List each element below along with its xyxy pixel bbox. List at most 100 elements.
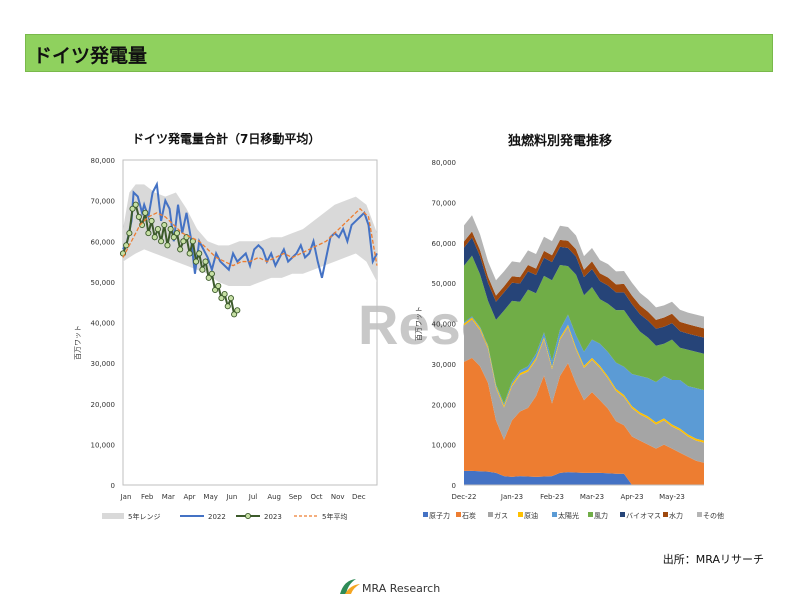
legend-label: 5年レンジ — [128, 512, 160, 521]
data-point-2023 — [173, 230, 181, 237]
y-tick-label: 40,000 — [91, 320, 116, 328]
y-tick-label: 10,000 — [91, 441, 116, 449]
x-tick-label: Nov — [331, 493, 345, 501]
y-tick-label: 80,000 — [91, 157, 116, 165]
x-tick-label: Oct — [310, 493, 322, 501]
data-point-2023 — [186, 250, 193, 257]
data-point-2023 — [227, 295, 234, 302]
data-point-2023 — [234, 307, 241, 314]
data-point-2023 — [135, 213, 142, 220]
data-point-2023 — [180, 238, 187, 245]
y-tick-label: 50,000 — [91, 279, 116, 287]
data-point-2023 — [154, 226, 161, 233]
data-point-2023 — [164, 242, 171, 249]
data-point-2023 — [148, 217, 155, 224]
y-tick-label: 0 — [452, 482, 456, 490]
y-tick-label: 60,000 — [91, 238, 116, 246]
source-note: 出所：MRAリサーチ — [662, 553, 764, 566]
page-title: ドイツ発電量 — [33, 45, 148, 67]
y-tick-label: 70,000 — [91, 198, 116, 206]
data-point-2023 — [202, 258, 209, 265]
data-point-2023 — [170, 234, 177, 241]
area-ガス — [464, 319, 704, 463]
legend-label: 水力 — [669, 511, 683, 520]
data-point-2023 — [132, 201, 139, 208]
x-tick-label: Sep — [289, 493, 303, 501]
legend-label: 太陽光 — [558, 511, 579, 520]
x-tick-label: Dec-22 — [452, 493, 477, 501]
y-axis-label: 百万ワット — [74, 325, 82, 360]
y-tick-label: 20,000 — [91, 401, 116, 409]
legend-swatch — [588, 512, 593, 517]
x-tick-label: Aug — [267, 493, 281, 501]
y-tick-label: 20,000 — [432, 401, 457, 409]
legend-swatch — [518, 512, 523, 517]
area-原油 — [464, 317, 704, 443]
header-bar: ドイツ発電量 — [25, 34, 773, 72]
data-point-2023 — [126, 230, 133, 237]
area-その他 — [464, 215, 704, 329]
x-tick-label: Feb-23 — [540, 493, 564, 501]
legend-swatch — [697, 512, 702, 517]
legend-label: 2022 — [208, 513, 226, 521]
y-tick-label: 60,000 — [432, 240, 457, 248]
x-tick-label: Dec — [352, 493, 366, 501]
legend-label: その他 — [703, 511, 724, 520]
legend-swatch — [423, 512, 428, 517]
legend-swatch — [102, 513, 124, 519]
legend-label: 風力 — [594, 511, 608, 520]
legend-label: 2023 — [264, 513, 282, 521]
series-line-5年平均 — [122, 207, 378, 267]
x-tick-label: May-23 — [659, 493, 685, 501]
legend-label: 原油 — [524, 511, 538, 520]
x-tick-label: Apr — [183, 493, 195, 501]
data-point-2023 — [177, 246, 184, 253]
mra-logo-icon — [340, 579, 360, 594]
legend-swatch — [552, 512, 557, 517]
data-point-2023 — [215, 282, 222, 289]
data-point-2023 — [151, 234, 158, 241]
chart-title-fuel: 独燃料別発電推移 — [508, 134, 613, 149]
data-point-2023 — [196, 250, 203, 257]
legend-label: 石炭 — [462, 512, 476, 520]
y-tick-label: 50,000 — [432, 280, 457, 288]
legend-label: 原子力 — [429, 511, 450, 520]
legend-label: バイオマス — [626, 512, 661, 520]
legend-label: ガス — [494, 511, 508, 520]
y-tick-label: 70,000 — [432, 199, 457, 207]
data-point-2023 — [129, 205, 136, 212]
legend-swatch — [456, 512, 461, 517]
y-tick-label: 40,000 — [432, 321, 457, 329]
x-tick-label: Jul — [248, 493, 258, 501]
data-point-2023 — [167, 226, 174, 233]
range-band-5yr — [123, 184, 377, 286]
data-point-2023 — [231, 311, 238, 318]
area-石炭 — [464, 357, 704, 485]
area-太陽光 — [464, 314, 704, 441]
data-point-2023 — [224, 303, 231, 310]
data-point-2023 — [208, 270, 215, 277]
area-水力 — [464, 231, 704, 338]
data-point-2023 — [158, 238, 165, 245]
area-風力 — [464, 255, 704, 404]
legend-swatch — [488, 512, 493, 517]
x-tick-label: May — [203, 493, 217, 501]
data-point-2023 — [192, 258, 200, 265]
data-point-2023 — [161, 221, 168, 229]
data-point-2023 — [145, 230, 152, 237]
y-tick-label: 30,000 — [91, 360, 116, 368]
x-tick-label: Apr-23 — [620, 493, 643, 501]
data-point-2023 — [205, 274, 212, 281]
area-バイオマス — [464, 237, 704, 354]
legend-swatch — [663, 512, 668, 517]
area-原子力 — [464, 470, 704, 485]
x-tick-label: Mar — [162, 493, 175, 501]
legend-marker — [244, 512, 252, 520]
y-axis-label: 百万ワット — [415, 306, 423, 341]
y-tick-label: 10,000 — [432, 442, 457, 450]
data-point-2023 — [212, 286, 219, 294]
y-tick-label: 80,000 — [432, 159, 457, 167]
x-tick-label: Feb — [141, 493, 154, 501]
